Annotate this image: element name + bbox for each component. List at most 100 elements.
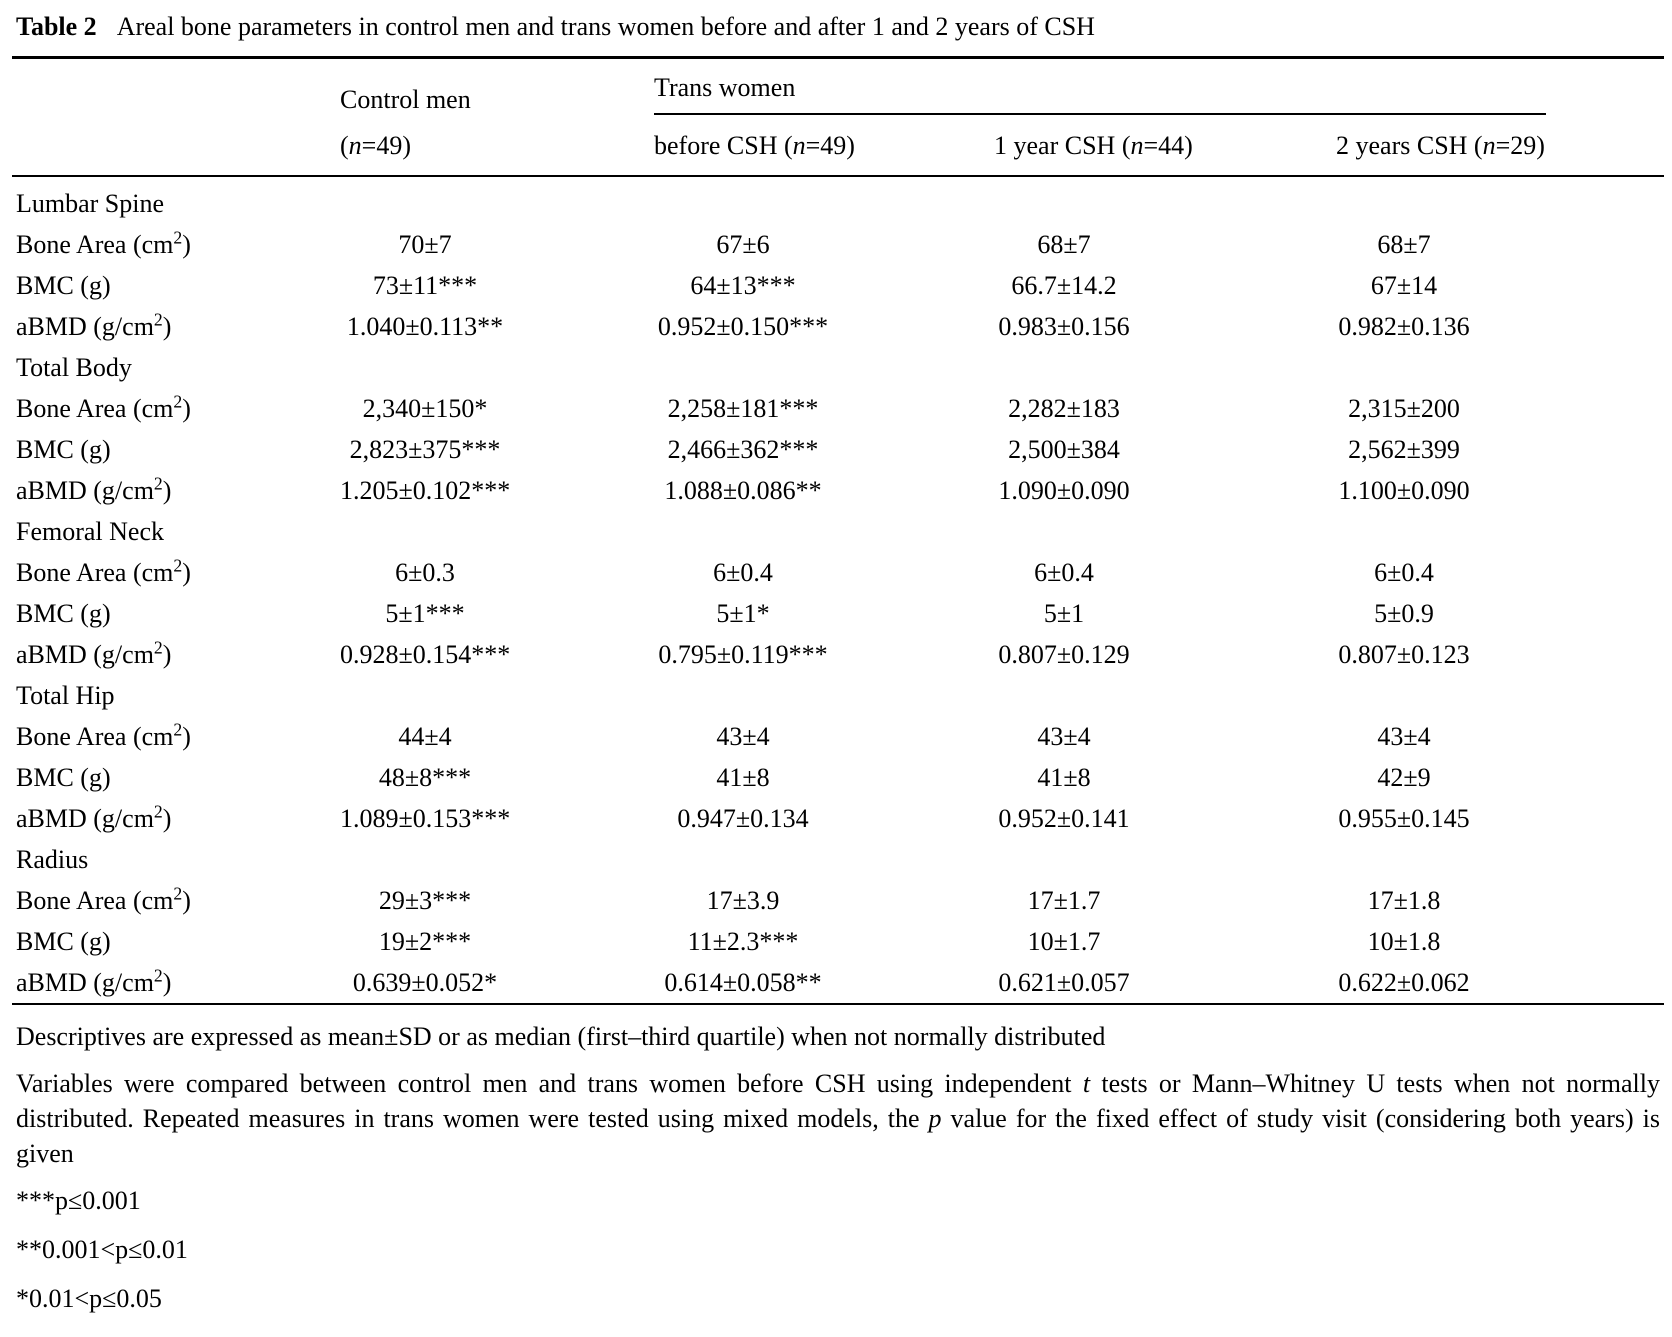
footnote-sig-3stars: ***p≤0.001 (16, 1186, 141, 1215)
col-group-trans-women-label: Trans women (654, 73, 1547, 115)
value-cell: 17±3.9 (706, 885, 780, 915)
header-empty-cell (12, 58, 340, 116)
row-label: Bone Area (cm2) (16, 882, 191, 915)
value-cell: 6±0.4 (713, 557, 773, 587)
table-row: BMC (g) 2,823±375*** 2,466±362*** 2,500±384… (12, 429, 1664, 470)
value-cell: 1.088±0.086** (664, 475, 822, 505)
value-cell: 29±3*** (378, 885, 472, 915)
value-cell: 1.090±0.090 (998, 475, 1130, 505)
value-cell: 2,315±200 (1348, 393, 1460, 423)
value-cell: 41±8 (716, 762, 770, 792)
value-cell: 0.639±0.052* (352, 967, 498, 997)
section-row: Radius (12, 839, 1664, 880)
value-cell: 17±1.8 (1367, 885, 1441, 915)
col-group-trans-women: Trans women (654, 58, 1664, 115)
table-row: BMC (g) 19±2*** 11±2.3*** 10±1.7 10±1.8 (12, 921, 1664, 962)
header-empty-cell (12, 115, 340, 177)
row-label: aBMD (g/cm2) (16, 800, 172, 833)
table-row: aBMD (g/cm2) 0.928±0.154*** 0.795±0.119***… (12, 634, 1664, 675)
row-label: Bone Area (cm2) (16, 226, 191, 259)
section-row: Lumbar Spine (12, 176, 1664, 224)
value-cell: 73±11*** (372, 270, 478, 300)
footnotes: Descriptives are expressed as mean±SD or… (12, 1019, 1660, 1316)
value-cell: 5±1* (716, 598, 770, 628)
footnote-descriptives: Descriptives are expressed as mean±SD or… (16, 1022, 1106, 1051)
col-header-before-csh: before CSH (n=49) (654, 115, 994, 177)
value-cell: 0.955±0.145 (1338, 803, 1470, 833)
table-row: BMC (g) 48±8*** 41±8 41±8 42±9 (12, 757, 1664, 798)
col-header-control-n: (n=49) (340, 115, 654, 177)
value-cell: 6±0.4 (1034, 557, 1094, 587)
value-cell: 6±0.3 (395, 557, 455, 587)
section-label: Total Body (16, 352, 132, 382)
footnote-methods: Variables were compared between control … (16, 1069, 1661, 1168)
value-cell: 41±8 (1037, 762, 1091, 792)
value-cell: 1.205±0.102*** (340, 475, 511, 505)
table-row: Bone Area (cm2) 2,340±150* 2,258±181*** 2,2… (12, 388, 1664, 429)
row-label: BMC (g) (16, 270, 111, 300)
row-label: Bone Area (cm2) (16, 390, 191, 423)
table-row: BMC (g) 5±1*** 5±1* 5±1 5±0.9 (12, 593, 1664, 634)
value-cell: 10±1.8 (1367, 926, 1441, 956)
header-group-row: Control men Trans women (12, 58, 1664, 116)
value-cell: 2,340±150* (362, 393, 488, 423)
value-cell: 66.7±14.2 (1011, 270, 1117, 300)
value-cell: 19±2*** (378, 926, 472, 956)
footnote-sig-1star: *0.01<p≤0.05 (16, 1284, 162, 1313)
value-cell: 11±2.3*** (687, 926, 799, 956)
table-row: BMC (g) 73±11*** 64±13*** 66.7±14.2 67±14 (12, 265, 1664, 306)
value-cell: 42±9 (1377, 762, 1431, 792)
value-cell: 0.795±0.119*** (658, 639, 828, 669)
value-cell: 0.952±0.150*** (657, 311, 829, 341)
table-row: Bone Area (cm2) 6±0.3 6±0.4 6±0.4 6±0.4 (12, 552, 1664, 593)
row-label: BMC (g) (16, 598, 111, 628)
section-row: Femoral Neck (12, 511, 1664, 552)
value-cell: 0.982±0.136 (1338, 311, 1470, 341)
section-label: Femoral Neck (16, 516, 165, 546)
table-row: aBMD (g/cm2) 0.639±0.052* 0.614±0.058** 0.6… (12, 962, 1664, 1004)
value-cell: 67±14 (1370, 270, 1438, 300)
value-cell: 5±1 (1043, 598, 1085, 628)
table-row: aBMD (g/cm2) 1.205±0.102*** 1.088±0.086** 1… (12, 470, 1664, 511)
value-cell: 43±4 (716, 721, 770, 751)
section-row: Total Body (12, 347, 1664, 388)
value-cell: 2,823±375*** (349, 434, 501, 464)
value-cell: 0.952±0.141 (998, 803, 1130, 833)
col-header-1-year-csh: 1 year CSH (n=44) (994, 115, 1336, 177)
value-cell: 0.928±0.154*** (340, 639, 511, 669)
value-cell: 2,500±384 (1008, 434, 1120, 464)
table-caption-text: Areal bone parameters in control men and… (116, 12, 1095, 41)
value-cell: 2,562±399 (1348, 434, 1460, 464)
row-label: aBMD (g/cm2) (16, 472, 172, 505)
table-row: Bone Area (cm2) 44±4 43±4 43±4 43±4 (12, 716, 1664, 757)
value-cell: 6±0.4 (1374, 557, 1434, 587)
table-row: Bone Area (cm2) 70±7 67±6 68±7 68±7 (12, 224, 1664, 265)
value-cell: 1.100±0.090 (1338, 475, 1470, 505)
value-cell: 0.947±0.134 (677, 803, 809, 833)
row-label: aBMD (g/cm2) (16, 636, 172, 669)
value-cell: 1.040±0.113** (346, 311, 504, 341)
col-header-2-years-csh: 2 years CSH (n=29) (1336, 115, 1665, 177)
value-cell: 2,282±183 (1008, 393, 1120, 423)
value-cell: 0.807±0.129 (998, 639, 1130, 669)
section-label: Radius (16, 844, 89, 874)
section-row: Total Hip (12, 675, 1664, 716)
value-cell: 0.621±0.057 (998, 967, 1130, 997)
value-cell: 44±4 (398, 721, 452, 751)
value-cell: 43±4 (1377, 721, 1431, 751)
table-caption: Table 2 Areal bone parameters in control … (12, 10, 1660, 44)
row-label: BMC (g) (16, 434, 111, 464)
value-cell: 64±13*** (690, 270, 796, 300)
row-label: BMC (g) (16, 762, 111, 792)
value-cell: 5±0.9 (1374, 598, 1434, 628)
value-cell: 10±1.7 (1027, 926, 1101, 956)
table-body: Lumbar Spine Bone Area (cm2) 70±7 67±6 68±7 6… (12, 176, 1664, 1004)
section-label: Total Hip (16, 680, 115, 710)
value-cell: 0.807±0.123 (1338, 639, 1470, 669)
table-label: Table 2 (16, 12, 97, 41)
row-label: Bone Area (cm2) (16, 718, 191, 751)
footnote-sig-2stars: **0.001<p≤0.01 (16, 1235, 188, 1264)
value-cell: 43±4 (1037, 721, 1091, 751)
table-row: aBMD (g/cm2) 1.089±0.153*** 0.947±0.134 0.9… (12, 798, 1664, 839)
